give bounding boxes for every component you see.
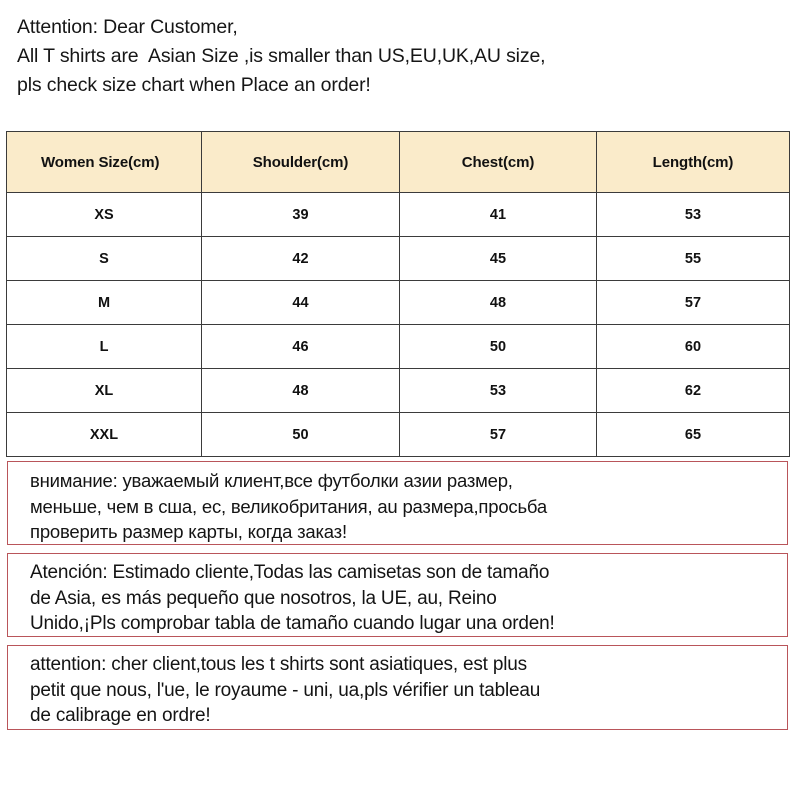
notice-spanish-line-3: Unido,¡Pls comprobar tabla de tamaño cua… (30, 613, 555, 634)
cell-size: XS (6, 192, 202, 237)
notice-russian-line-1: внимание: уважаемый клиент,все футболки … (30, 470, 513, 491)
cell-shoulder: 50 (201, 412, 400, 457)
table-row: L 46 50 60 (6, 324, 790, 369)
cell-size: S (6, 236, 202, 281)
column-header-chest: Chest(cm) (399, 131, 597, 193)
column-header-length: Length(cm) (596, 131, 790, 193)
cell-length: 62 (596, 368, 790, 413)
intro-notice: Attention: Dear Customer, All T shirts a… (17, 13, 777, 100)
cell-shoulder: 42 (201, 236, 400, 281)
notice-box-spanish: Atención: Estimado cliente,Todas las cam… (7, 553, 788, 637)
notice-spanish-line-2: de Asia, es más pequeño que nosotros, la… (30, 587, 497, 609)
cell-shoulder: 44 (201, 280, 400, 325)
table-row: XS 39 41 53 (6, 192, 790, 237)
size-chart-table: Women Size(cm) Shoulder(cm) Chest(cm) Le… (6, 131, 790, 457)
column-header-shoulder: Shoulder(cm) (201, 131, 400, 193)
column-header-women-size: Women Size(cm) (6, 131, 202, 193)
intro-line-1: Attention: Dear Customer, (17, 16, 238, 38)
cell-size: L (6, 324, 202, 369)
cell-size: XL (6, 368, 202, 413)
cell-length: 57 (596, 280, 790, 325)
notice-russian-line-3: проверить размер карты, когда заказ! (30, 521, 347, 542)
notice-spanish-line-1: Atención: Estimado cliente,Todas las cam… (30, 562, 550, 583)
cell-length: 65 (596, 412, 790, 457)
cell-size: M (6, 280, 202, 325)
cell-chest: 45 (399, 236, 597, 281)
intro-line-3: pls check size chart when Place an order… (17, 74, 371, 96)
notice-box-russian: внимание: уважаемый клиент,все футболки … (7, 461, 788, 545)
notice-box-french: attention: cher client,tous les t shirts… (7, 645, 788, 730)
cell-length: 60 (596, 324, 790, 369)
cell-chest: 50 (399, 324, 597, 369)
cell-length: 55 (596, 236, 790, 281)
cell-length: 53 (596, 192, 790, 237)
intro-line-2: All T shirts are Asian Size ,is smaller … (17, 45, 546, 67)
notice-french-line-1: attention: cher client,tous les t shirts… (30, 654, 527, 675)
notice-russian-line-2: меньше, чем в сша, ес, великобритания, a… (30, 495, 547, 517)
cell-chest: 41 (399, 192, 597, 237)
table-row: XXL 50 57 65 (6, 412, 790, 457)
table-row: XL 48 53 62 (6, 368, 790, 413)
cell-chest: 48 (399, 280, 597, 325)
cell-chest: 53 (399, 368, 597, 413)
table-row: S 42 45 55 (6, 236, 790, 281)
notice-french-line-3: de calibrage en ordre! (30, 705, 211, 726)
cell-size: XXL (6, 412, 202, 457)
cell-shoulder: 46 (201, 324, 400, 369)
table-row: M 44 48 57 (6, 280, 790, 325)
table-header-row: Women Size(cm) Shoulder(cm) Chest(cm) Le… (6, 131, 790, 193)
table-body: XS 39 41 53 S 42 45 55 M 44 48 57 L 46 5… (6, 192, 790, 457)
cell-shoulder: 48 (201, 368, 400, 413)
notice-french-line-2: petit que nous, l'ue, le royaume - uni, … (30, 679, 541, 701)
cell-chest: 57 (399, 412, 597, 457)
cell-shoulder: 39 (201, 192, 400, 237)
table-header: Women Size(cm) Shoulder(cm) Chest(cm) Le… (6, 131, 790, 193)
